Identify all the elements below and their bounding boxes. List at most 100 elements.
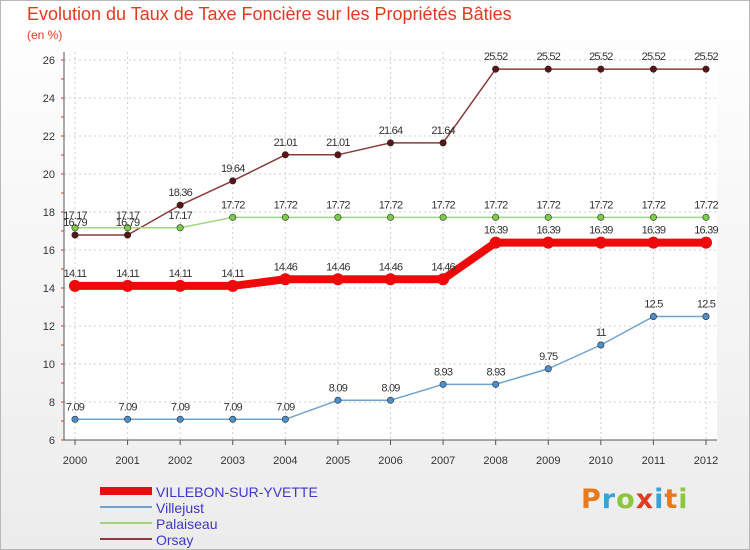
x-tick-label: 2008 xyxy=(483,455,507,467)
data-label: 14.46 xyxy=(379,261,403,273)
x-tick-label: 2009 xyxy=(536,455,560,467)
y-tick-label: 24 xyxy=(43,93,55,105)
data-point xyxy=(597,65,605,73)
data-label: 17.17 xyxy=(168,210,192,222)
data-point xyxy=(544,365,552,373)
data-label: 11 xyxy=(596,327,607,339)
data-label: 16.79 xyxy=(116,217,140,229)
data-point xyxy=(71,415,79,423)
data-label: 21.01 xyxy=(274,137,298,149)
data-point xyxy=(334,151,342,159)
data-point xyxy=(544,65,552,73)
data-point xyxy=(597,341,605,349)
data-point xyxy=(229,415,237,423)
x-tick-label: 2000 xyxy=(63,455,87,467)
y-tick-label: 26 xyxy=(43,55,55,67)
data-label: 21.64 xyxy=(431,125,455,137)
y-tick-label: 8 xyxy=(49,397,55,409)
data-point xyxy=(437,273,450,286)
data-label: 14.46 xyxy=(274,261,298,273)
data-label: 17.72 xyxy=(484,199,508,211)
data-point xyxy=(386,139,394,147)
data-label: 17.72 xyxy=(274,199,298,211)
data-label: 18.36 xyxy=(168,187,192,199)
legend-swatch-villebon xyxy=(100,487,152,495)
data-point xyxy=(121,279,134,292)
x-tick-label: 2006 xyxy=(378,455,402,467)
data-label: 16.39 xyxy=(589,225,613,237)
data-point xyxy=(439,139,447,147)
legend-label-villebon: VILLEBON-SUR-YVETTE xyxy=(156,484,318,500)
data-label: 25.52 xyxy=(694,51,718,63)
data-point xyxy=(492,65,500,73)
data-point xyxy=(279,273,292,286)
x-tick-label: 2010 xyxy=(589,455,613,467)
x-tick-label: 2002 xyxy=(168,455,192,467)
data-point xyxy=(386,396,394,404)
data-label: 16.79 xyxy=(63,217,87,229)
data-label: 25.52 xyxy=(484,51,508,63)
data-label: 25.52 xyxy=(589,51,613,63)
data-point xyxy=(597,213,605,221)
legend: VILLEBON-SUR-YVETTE Villejust Palaiseau … xyxy=(100,484,400,549)
data-point xyxy=(649,213,657,221)
legend-label-palaiseau: Palaiseau xyxy=(156,516,218,532)
data-point xyxy=(439,213,447,221)
data-point xyxy=(702,312,710,320)
data-label: 21.64 xyxy=(379,125,403,137)
data-point xyxy=(124,415,132,423)
data-point xyxy=(702,65,710,73)
y-tick-label: 16 xyxy=(43,245,55,257)
logo-letter: x xyxy=(635,484,655,515)
legend-label-orsay: Orsay xyxy=(156,532,194,548)
data-label: 7.09 xyxy=(276,401,295,413)
y-tick-label: 20 xyxy=(43,169,55,181)
legend-swatch-orsay xyxy=(100,538,152,540)
legend-item-orsay: Orsay xyxy=(100,532,400,549)
data-label: 14.11 xyxy=(169,268,192,280)
data-label: 17.72 xyxy=(431,199,455,211)
logo-letter: r xyxy=(601,484,617,515)
logo-letter: t xyxy=(664,484,679,515)
data-point xyxy=(176,415,184,423)
data-label: 14.46 xyxy=(431,261,455,273)
data-point xyxy=(176,224,184,232)
x-tick-label: 2004 xyxy=(273,455,297,467)
data-label: 8.93 xyxy=(487,366,506,378)
legend-item-villejust: Villejust xyxy=(100,500,400,517)
data-point xyxy=(229,213,237,221)
chart-title: Evolution du Taux de Taxe Foncière sur l… xyxy=(27,4,512,24)
data-label: 12.5 xyxy=(697,299,716,311)
data-point xyxy=(489,236,502,249)
x-tick-label: 2005 xyxy=(326,455,350,467)
legend-item-villebon: VILLEBON-SUR-YVETTE xyxy=(100,484,400,501)
data-label: 14.46 xyxy=(326,261,350,273)
data-point xyxy=(229,177,237,185)
data-label: 17.72 xyxy=(642,199,666,211)
x-tick-label: 2001 xyxy=(115,455,139,467)
data-label: 16.39 xyxy=(694,225,718,237)
data-point xyxy=(281,151,289,159)
data-label: 12.5 xyxy=(644,299,663,311)
data-label: 16.39 xyxy=(536,225,560,237)
proxiti-logo[interactable]: Proxiti xyxy=(581,484,689,515)
data-label: 25.52 xyxy=(642,51,666,63)
data-label: 19.64 xyxy=(221,163,245,175)
y-tick-label: 14 xyxy=(43,283,55,295)
data-point xyxy=(124,231,132,239)
data-point xyxy=(69,279,81,292)
data-label: 17.72 xyxy=(536,199,560,211)
data-point xyxy=(334,213,342,221)
data-label: 9.75 xyxy=(539,351,558,363)
data-point xyxy=(281,213,289,221)
data-point xyxy=(386,213,394,221)
x-tick-label: 2012 xyxy=(694,455,718,467)
data-label: 8.09 xyxy=(381,382,400,394)
data-label: 17.17 xyxy=(63,210,87,222)
x-tick-label: 2003 xyxy=(221,455,245,467)
data-point xyxy=(542,236,555,249)
data-point xyxy=(544,213,552,221)
x-tick-label: 2011 xyxy=(642,455,666,467)
data-label: 21.01 xyxy=(326,137,350,149)
